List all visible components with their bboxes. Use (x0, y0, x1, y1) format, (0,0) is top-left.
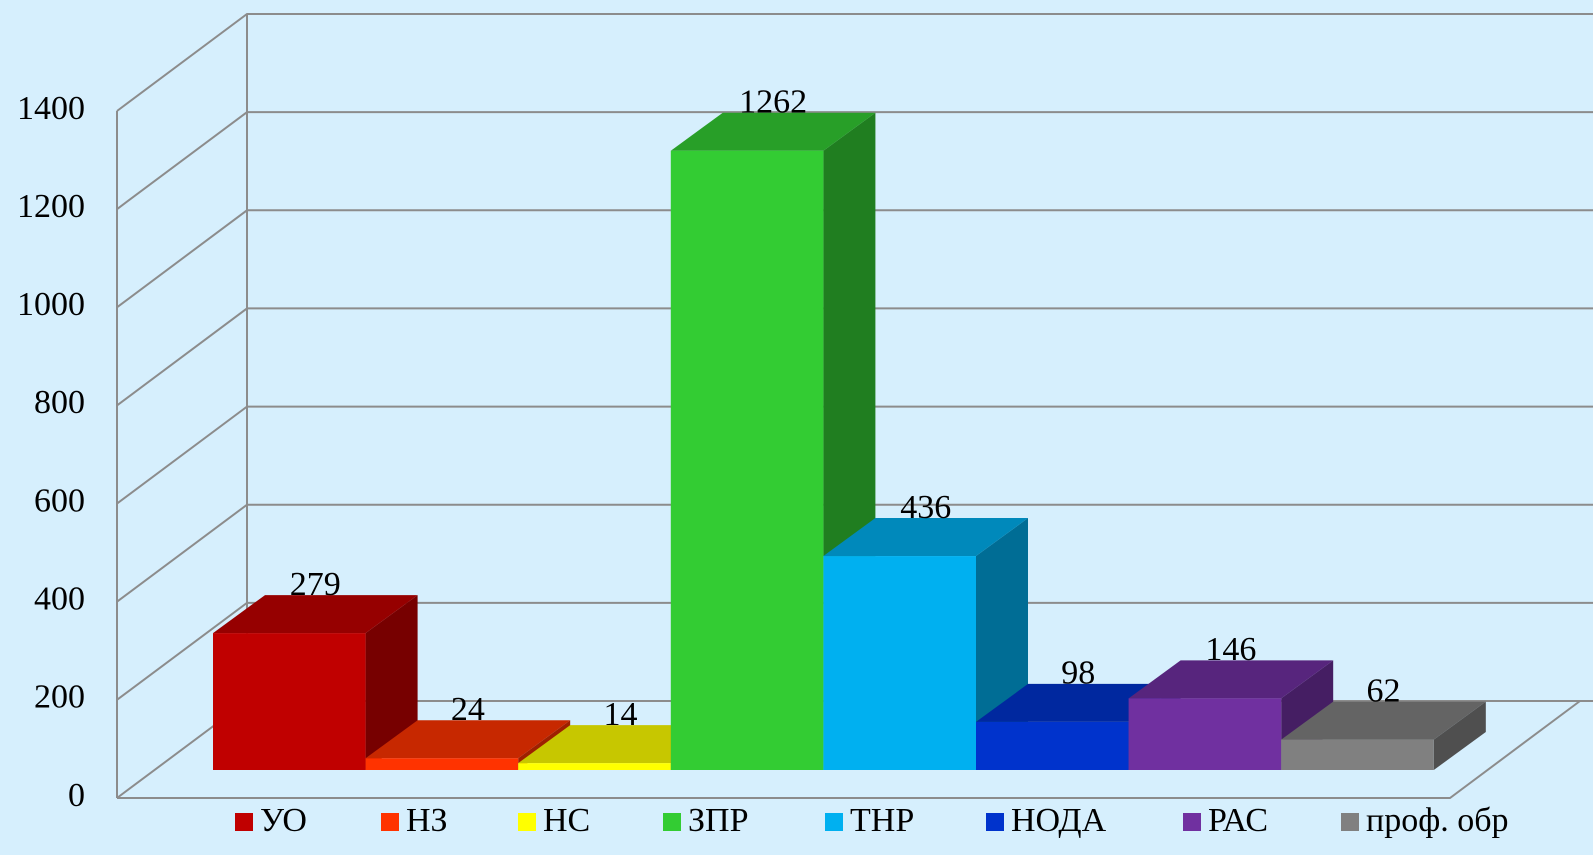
data-label: 146 (1205, 631, 1256, 668)
bar (365, 758, 519, 770)
bar-top (670, 112, 876, 151)
data-label: 98 (1061, 655, 1095, 692)
data-label: 62 (1367, 672, 1401, 709)
legend-swatch (518, 813, 536, 831)
grid-line (116, 405, 1593, 505)
y-tick-label: 0 (68, 777, 85, 814)
bar-top (213, 595, 418, 634)
bar-top (823, 518, 1028, 557)
grid-line (116, 601, 1593, 701)
grid-line (116, 111, 1593, 210)
data-label: 279 (290, 566, 341, 603)
grid-line (116, 503, 1593, 603)
legend-label: НЗ (406, 802, 448, 839)
y-tick-label: 600 (34, 482, 85, 519)
data-label: 24 (451, 691, 485, 728)
data-label: 436 (900, 489, 951, 526)
legend-swatch (381, 813, 399, 831)
bar (1281, 739, 1434, 770)
legend-swatch (986, 813, 1004, 831)
bar-side (1433, 701, 1486, 770)
legend-swatch (235, 813, 253, 831)
y-tick-label: 1000 (17, 286, 85, 323)
bar (213, 633, 366, 770)
bar (823, 556, 976, 770)
bar-side (365, 595, 418, 770)
legend-swatch (1341, 813, 1359, 831)
legend-label: ЗПР (688, 802, 749, 839)
bar (976, 721, 1129, 770)
y-tick-label: 200 (34, 679, 85, 716)
legend-label: проф. обр (1366, 802, 1509, 839)
y-tick-label: 400 (34, 581, 85, 618)
y-tick-label: 1200 (17, 188, 85, 225)
bar (1128, 698, 1282, 770)
legend-swatch (1183, 813, 1201, 831)
y-tick-label: 1400 (17, 90, 85, 127)
floor-edge (117, 700, 1581, 799)
legend-swatch (825, 813, 843, 831)
legend-label: ТНР (850, 802, 914, 839)
bar-top (1128, 660, 1334, 699)
y-tick-label: 800 (34, 384, 85, 421)
grid-line (116, 13, 1593, 112)
data-label: 14 (604, 696, 638, 733)
legend-label: НС (543, 802, 590, 839)
bar (518, 763, 671, 770)
legend-label: РАС (1208, 802, 1268, 839)
grid-line (116, 307, 1593, 407)
legend-label: УО (260, 802, 307, 839)
bar-top (365, 720, 571, 759)
bar (670, 150, 824, 770)
grid-line (116, 209, 1593, 309)
data-label: 1262 (739, 84, 807, 121)
legend-swatch (663, 813, 681, 831)
legend-label: НОДА (1011, 802, 1107, 839)
bar-top (1281, 701, 1486, 740)
